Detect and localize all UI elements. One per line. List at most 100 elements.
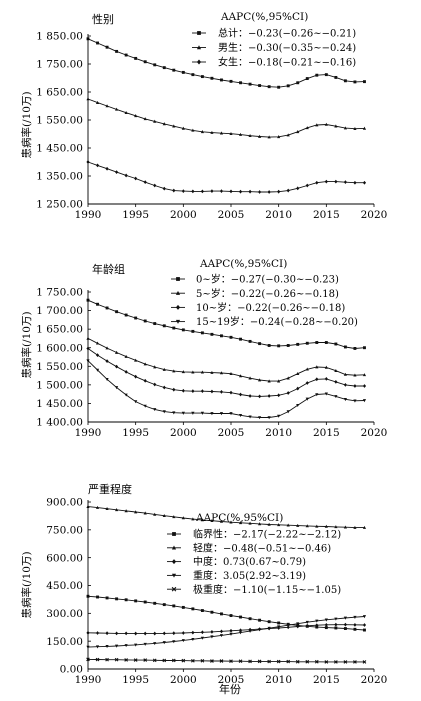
series-2-point <box>200 389 204 394</box>
series-line-4 <box>87 658 365 663</box>
series-4-point <box>200 658 205 663</box>
series-1-point <box>248 376 252 380</box>
series-2-point <box>305 623 309 628</box>
series-2-point <box>258 190 262 194</box>
legend-marker <box>175 290 181 295</box>
series-1-point <box>315 365 319 369</box>
series-1-point <box>258 378 262 382</box>
series-3-point <box>162 410 166 414</box>
series-1-point <box>229 520 233 524</box>
legend-series-name: 重度 <box>193 569 213 582</box>
series-3-point <box>315 393 319 397</box>
series-1-point <box>105 104 109 108</box>
series-3-point <box>229 632 233 636</box>
series-0-point <box>96 302 99 306</box>
legend-entry: 0~岁：−0.27(−0.30~−0.23) <box>196 273 339 286</box>
series-3-point <box>115 644 119 648</box>
x-tick-label: 2020 <box>361 674 388 686</box>
series-0-point <box>172 68 176 72</box>
series-2-point <box>95 631 100 635</box>
y-tick-label: 600.00 <box>46 552 83 564</box>
series-0-point <box>105 45 109 49</box>
series-0-point <box>277 621 281 625</box>
series-0-point <box>353 80 357 84</box>
series-2-point <box>95 163 100 168</box>
series-1-point <box>229 371 233 376</box>
series-1-point <box>134 114 138 118</box>
series-1-point <box>191 128 195 132</box>
panel-sex-ylabel: 患病率(/10万) <box>20 91 33 158</box>
panel-severity-legend-title: AAPC(%,95%CI) <box>195 512 283 524</box>
series-1-point <box>162 122 166 126</box>
series-1-point <box>305 126 309 130</box>
series-3-point <box>362 615 367 619</box>
series-1-point <box>191 517 195 521</box>
series-0-point <box>324 341 328 344</box>
series-0-point <box>258 84 262 88</box>
series-0-point <box>239 615 242 619</box>
y-tick-label: 1 600.00 <box>36 342 83 354</box>
series-0-point <box>286 344 290 347</box>
series-1-point <box>200 518 204 522</box>
series-3-point <box>343 616 347 620</box>
panel-severity-xlabel: 年份 <box>219 682 241 696</box>
series-0-point <box>124 53 128 57</box>
series-0-point <box>220 612 223 616</box>
series-4-point <box>295 659 300 664</box>
series-1-point <box>210 519 214 523</box>
series-2-point <box>229 189 233 194</box>
series-0-point <box>267 85 271 89</box>
panel-sex-legend: 总计：−0.23(−0.26~−0.21)男生：−0.30(−0.35~−0.2… <box>192 27 356 69</box>
series-2-point <box>343 180 347 185</box>
legend-aapc-value: 3.05(2.92~3.19) <box>223 571 306 582</box>
series-3-point <box>258 628 262 632</box>
series-2-point <box>200 189 204 194</box>
panel-age-title: 年龄组 <box>92 262 125 276</box>
series-1-point <box>362 126 367 130</box>
legend-marker <box>172 532 176 536</box>
series-2-point <box>143 180 147 185</box>
series-1-point <box>362 373 367 377</box>
series-0-point <box>181 328 185 332</box>
series-4-point <box>343 660 348 664</box>
y-tick-label: 1 850.00 <box>36 31 83 43</box>
series-3-point <box>286 410 290 414</box>
panel-sex-yticks: 1 250.00 1 350.00 1 450.00 1 550.00 1 650.00… <box>36 31 91 211</box>
series-2-point <box>362 180 367 185</box>
series-0-point <box>162 324 166 328</box>
y-tick-label: 1 450.00 <box>36 398 83 410</box>
series-1-point <box>286 523 290 527</box>
series-4-point <box>314 659 319 664</box>
series-2-point <box>105 631 109 636</box>
series-3-point <box>191 411 195 415</box>
series-0-point <box>296 342 300 346</box>
series-0-point <box>296 81 300 85</box>
series-4-point <box>238 659 243 664</box>
legend-entry: 重度：3.05(2.92~3.19) <box>193 569 306 582</box>
series-0-point <box>267 620 271 624</box>
series-1-point <box>334 525 338 529</box>
series-1-point <box>219 131 224 135</box>
series-0-point <box>191 329 195 333</box>
series-0-point <box>353 347 357 350</box>
series-2-point <box>172 188 176 193</box>
series-1-point <box>124 354 128 358</box>
series-1-point <box>343 372 347 376</box>
series-4-point <box>181 658 186 663</box>
x-tick-label: 2015 <box>313 674 340 686</box>
series-0-point <box>172 604 176 608</box>
series-1-point <box>219 371 224 375</box>
series-line-2 <box>87 161 365 193</box>
series-1-point <box>238 132 243 136</box>
series-1-point <box>296 130 300 134</box>
series-4-point <box>353 660 357 664</box>
series-3-point <box>105 377 109 382</box>
series-2-point <box>296 624 300 629</box>
series-0-point <box>239 81 242 85</box>
x-tick-label: 2010 <box>265 674 292 686</box>
series-1-point <box>343 126 347 130</box>
panel-severity-xticks: 1990 1995 2000 2005 2010 2015 2020 <box>75 669 388 686</box>
series-2-point <box>353 384 357 388</box>
series-line-0 <box>87 299 365 349</box>
legend-entry: 5~岁：−0.22(−0.26~−0.18) <box>196 287 339 300</box>
